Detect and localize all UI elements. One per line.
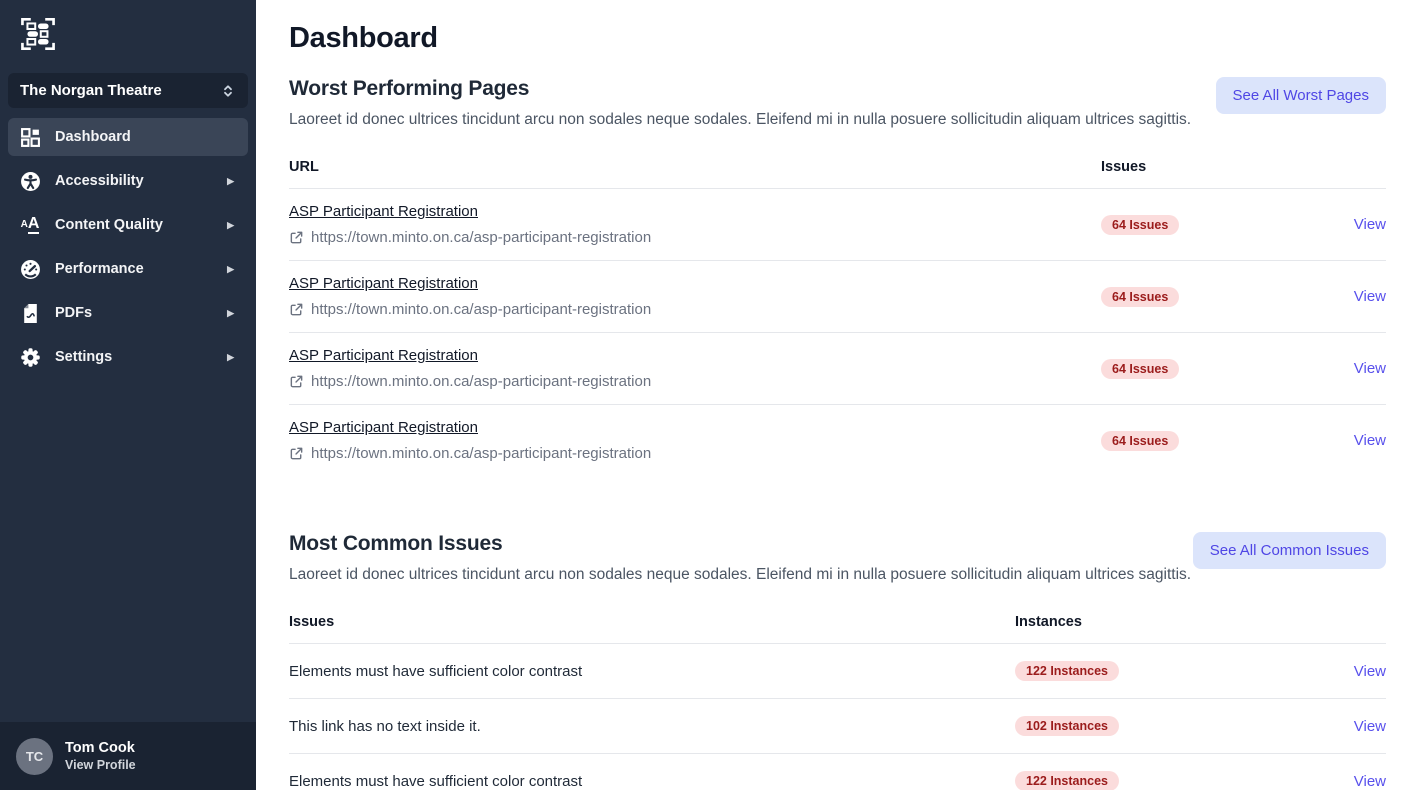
worst-pages-description: Laoreet id donec ultrices tincidunt arcu… (289, 111, 1192, 128)
page-url-text: https://town.minto.on.ca/asp-participant… (311, 373, 652, 390)
common-issues-description: Laoreet id donec ultrices tincidunt arcu… (289, 566, 1192, 583)
table-row: ASP Participant Registration https://tow… (289, 333, 1386, 405)
issue-text: Elements must have sufficient color cont… (289, 662, 583, 680)
site-selector[interactable]: The Norgan Theatre (8, 73, 248, 108)
page-url-text: https://town.minto.on.ca/asp-participant… (311, 229, 652, 246)
app-logo (0, 0, 256, 67)
sidebar-item-label: Performance (55, 261, 144, 277)
instances-badge: 122 Instances (1015, 771, 1119, 790)
sitemap-logo-icon (21, 18, 55, 50)
chevron-right-icon: ▶ (227, 307, 234, 318)
chevron-right-icon: ▶ (227, 263, 234, 274)
see-all-common-issues-button[interactable]: See All Common Issues (1192, 532, 1386, 569)
chevron-right-icon: ▶ (227, 175, 234, 186)
common-issues-section: Most Common Issues Laoreet id donec ultr… (289, 532, 1386, 790)
worst-pages-table: URL Issues ASP Participant Registration … (289, 143, 1386, 476)
external-link-icon (290, 231, 303, 244)
worst-pages-heading: Worst Performing Pages (289, 77, 530, 100)
view-profile-link[interactable]: View Profile (65, 758, 136, 772)
table-row: ASP Participant Registration https://tow… (289, 261, 1386, 333)
issues-badge: 64 Issues (1101, 286, 1180, 307)
issue-text: Elements must have sufficient color cont… (289, 772, 583, 790)
view-link[interactable]: View (1353, 288, 1386, 305)
external-link-icon (290, 303, 303, 316)
view-link[interactable]: View (1353, 772, 1386, 790)
sidebar-item-accessibility[interactable]: Accessibility ▶ (8, 162, 248, 200)
page-url-text: https://town.minto.on.ca/asp-participant… (311, 445, 652, 462)
pdf-file-icon (18, 303, 42, 324)
sidebar-item-label: PDFs (55, 305, 93, 321)
view-link[interactable]: View (1353, 717, 1386, 735)
gear-icon (18, 347, 42, 368)
table-row: ASP Participant Registration https://tow… (289, 405, 1386, 476)
profile-footer[interactable]: TC Tom Cook View Profile (0, 722, 256, 790)
page-url: https://town.minto.on.ca/asp-participant… (289, 301, 1101, 318)
column-header-instances: Instances (1015, 614, 1082, 630)
sidebar: The Norgan Theatre Dashboard (0, 0, 256, 790)
issue-text: This link has no text inside it. (289, 717, 481, 735)
external-link-icon (290, 447, 303, 460)
page-url-text: https://town.minto.on.ca/asp-participant… (311, 301, 652, 318)
external-link-icon (290, 375, 303, 388)
site-selector-value: The Norgan Theatre (20, 82, 162, 99)
instances-badge: 122 Instances (1015, 661, 1119, 681)
see-all-worst-pages-button[interactable]: See All Worst Pages (1215, 77, 1386, 114)
sidebar-item-dashboard[interactable]: Dashboard (8, 118, 248, 156)
issues-badge: 64 Issues (1101, 430, 1180, 451)
view-link[interactable]: View (1353, 216, 1386, 233)
chevron-right-icon: ▶ (227, 219, 234, 230)
page-url: https://town.minto.on.ca/asp-participant… (289, 445, 1101, 462)
dashboard-grid-icon (18, 127, 42, 148)
table-row: ASP Participant Registration https://tow… (289, 189, 1386, 261)
common-issues-table: Issues Instances Elements must have suff… (289, 598, 1386, 790)
profile-name: Tom Cook (65, 740, 135, 756)
issues-badge: 64 Issues (1101, 358, 1180, 379)
table-row: This link has no text inside it. 102 Ins… (289, 699, 1386, 754)
page-link[interactable]: ASP Participant Registration (289, 275, 478, 292)
chevron-right-icon: ▶ (227, 351, 234, 362)
column-header-issues: Issues (289, 614, 335, 630)
chevron-up-down-icon (224, 84, 232, 97)
common-issues-heading: Most Common Issues (289, 532, 503, 555)
instances-badge: 102 Instances (1015, 716, 1119, 736)
accessibility-person-icon (18, 171, 42, 192)
page-link[interactable]: ASP Participant Registration (289, 203, 478, 220)
table-row: Elements must have sufficient color cont… (289, 754, 1386, 790)
main-content: Dashboard Worst Performing Pages Laoreet… (256, 0, 1419, 790)
sidebar-item-performance[interactable]: Performance ▶ (8, 250, 248, 288)
sidebar-item-settings[interactable]: Settings ▶ (8, 338, 248, 376)
page-url: https://town.minto.on.ca/asp-participant… (289, 229, 1101, 246)
column-header-url: URL (289, 159, 319, 175)
avatar: TC (16, 737, 53, 775)
page-title: Dashboard (289, 22, 438, 54)
page-link[interactable]: ASP Participant Registration (289, 347, 478, 364)
view-link[interactable]: View (1353, 360, 1386, 377)
gauge-icon (18, 259, 42, 280)
view-link[interactable]: View (1353, 662, 1386, 680)
page-link[interactable]: ASP Participant Registration (289, 419, 478, 436)
sidebar-item-label: Content Quality (55, 217, 163, 233)
column-header-issues: Issues (1101, 159, 1147, 175)
table-row: Elements must have sufficient color cont… (289, 644, 1386, 699)
issues-badge: 64 Issues (1101, 214, 1180, 235)
sidebar-item-label: Settings (55, 349, 113, 365)
sidebar-item-label: Dashboard (55, 129, 131, 145)
sidebar-item-pdfs[interactable]: PDFs ▶ (8, 294, 248, 332)
page-url: https://town.minto.on.ca/asp-participant… (289, 373, 1101, 390)
worst-pages-section: Worst Performing Pages Laoreet id donec … (289, 77, 1386, 476)
view-link[interactable]: View (1353, 432, 1386, 449)
sidebar-item-label: Accessibility (55, 173, 144, 189)
